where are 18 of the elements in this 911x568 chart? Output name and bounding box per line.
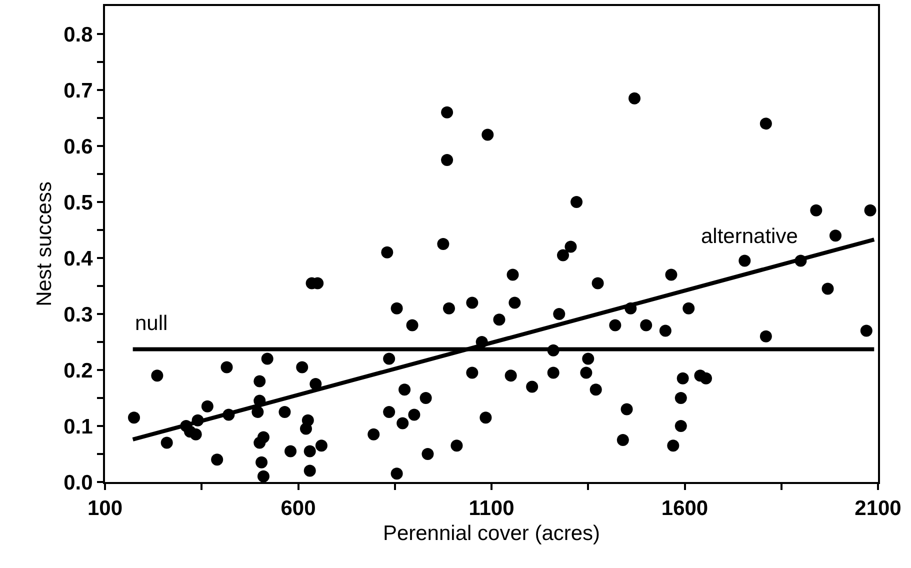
x-tick-label: 2100 [854, 497, 902, 520]
y-tick-label: 0.0 [64, 471, 93, 494]
legend-label: null [135, 312, 168, 335]
y-tick-label: 0.3 [64, 303, 93, 326]
y-tick-label: 0.7 [64, 79, 93, 102]
x-tick-label: 1600 [661, 497, 708, 520]
y-tick-label: 0.5 [64, 191, 94, 214]
y-tick-label: 0.8 [64, 23, 94, 46]
y-tick-label: 0.6 [64, 135, 93, 158]
x-tick-label: 100 [87, 497, 123, 520]
x-axis-title: Perennial cover (acres) [382, 522, 600, 545]
y-tick-label: 0.2 [64, 359, 93, 382]
y-tick-label: 0.4 [64, 247, 94, 270]
y-tick-label: 0.1 [64, 415, 94, 438]
x-tick-label: 600 [280, 497, 316, 520]
series-label: alternative [701, 225, 798, 248]
x-tick-label: 1100 [468, 497, 514, 520]
y-axis-title: Nest success [33, 182, 56, 306]
